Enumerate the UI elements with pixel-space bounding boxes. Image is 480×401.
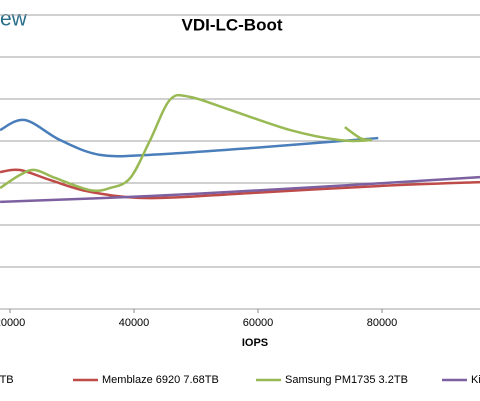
logo: ew	[0, 8, 28, 31]
x-tick-label: 80000	[367, 317, 398, 329]
x-tick-label: 40000	[119, 317, 150, 329]
chart-title: VDI-LC-Boot	[181, 15, 282, 34]
series-line	[0, 118, 379, 158]
series-line	[0, 93, 373, 193]
x-axis-label: IOPS	[242, 337, 268, 349]
x-tick-label: 60000	[243, 317, 274, 329]
legend-label: Samsung PM1735 3.2TB	[285, 374, 408, 386]
legend-label: 0 7.68TB	[0, 374, 14, 386]
x-tick-label: 20000	[0, 317, 25, 329]
series-line	[0, 175, 480, 204]
legend-label: Ki	[471, 374, 480, 386]
legend-label: Memblaze 6920 7.68TB	[102, 374, 219, 386]
